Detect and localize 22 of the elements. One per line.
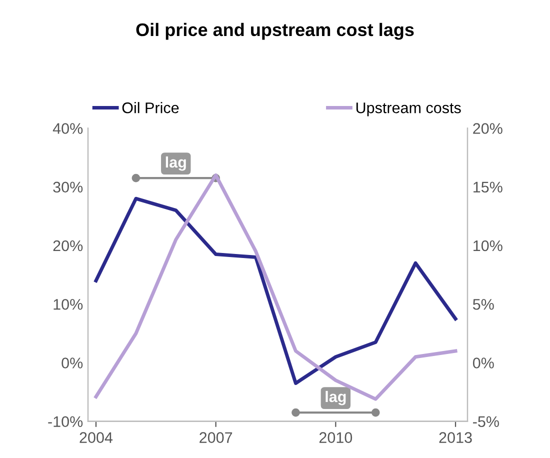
x-tick-label: 2007 [200, 432, 232, 443]
x-tick-label: 2013 [439, 432, 472, 443]
annotation: lag [326, 390, 346, 406]
y-tick-label: -10% [48, 416, 83, 428]
y2-tick-label: 20% [473, 123, 502, 134]
y-tick-label: 30% [53, 182, 83, 193]
y-tick-label: 40% [52, 123, 83, 134]
y-tick-label: 0% [62, 358, 83, 368]
line-series [94, 196, 458, 385]
x-tick-label: 2010 [319, 432, 352, 443]
annotation: lag [166, 156, 186, 171]
y2-tick-label: 5% [472, 299, 494, 310]
y2-tick-label: 15% [474, 182, 502, 193]
y-tick-label: 10% [54, 298, 83, 310]
legend-label: Upstream costs [356, 102, 461, 116]
y2-tick-label: 10% [474, 240, 502, 252]
y-tick-label: 20% [53, 240, 83, 252]
y2-tick-label: 0% [472, 358, 494, 368]
x-tick-label: 2004 [80, 432, 113, 443]
y2-tick-label: -5% [473, 416, 499, 428]
chart-title: Oil price and upstream cost lags [136, 22, 414, 40]
legend-label: Oil Price [122, 102, 179, 114]
